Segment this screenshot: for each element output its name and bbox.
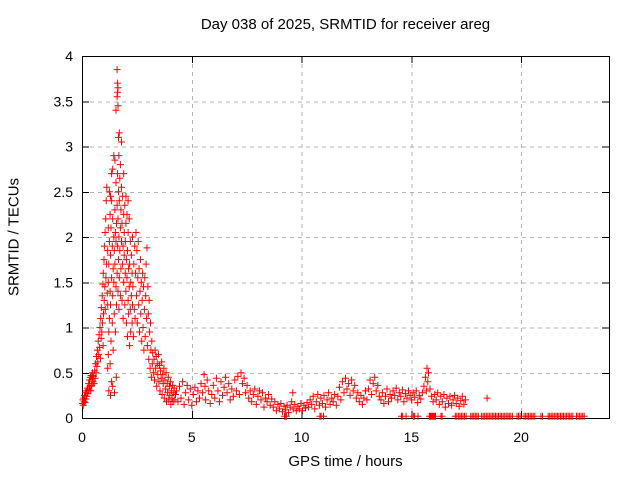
svg-text:2.5: 2.5 (54, 184, 74, 200)
svg-text:0: 0 (65, 410, 73, 426)
svg-text:0.5: 0.5 (54, 365, 74, 381)
svg-text:3: 3 (65, 139, 73, 155)
svg-text:20: 20 (513, 429, 529, 445)
svg-text:5: 5 (188, 429, 196, 445)
x-axis-title: GPS time / hours (288, 453, 403, 470)
svg-text:0: 0 (78, 429, 86, 445)
grid-lines (82, 56, 609, 418)
chart-title: Day 038 of 2025, SRMTID for receiver are… (200, 16, 491, 33)
svg-text:1.5: 1.5 (54, 274, 74, 290)
svg-text:10: 10 (294, 429, 310, 445)
scatter-points (78, 66, 588, 420)
axis-ticks (82, 56, 609, 419)
svg-text:1: 1 (65, 320, 73, 336)
svg-text:4: 4 (65, 48, 73, 64)
svg-text:15: 15 (404, 429, 420, 445)
tick-labels: 0 5 10 15 20 0 0.5 1 1.5 2 2.5 3 3.5 4 (54, 48, 530, 445)
svg-text:3.5: 3.5 (54, 93, 74, 109)
svg-text:2: 2 (65, 229, 73, 245)
